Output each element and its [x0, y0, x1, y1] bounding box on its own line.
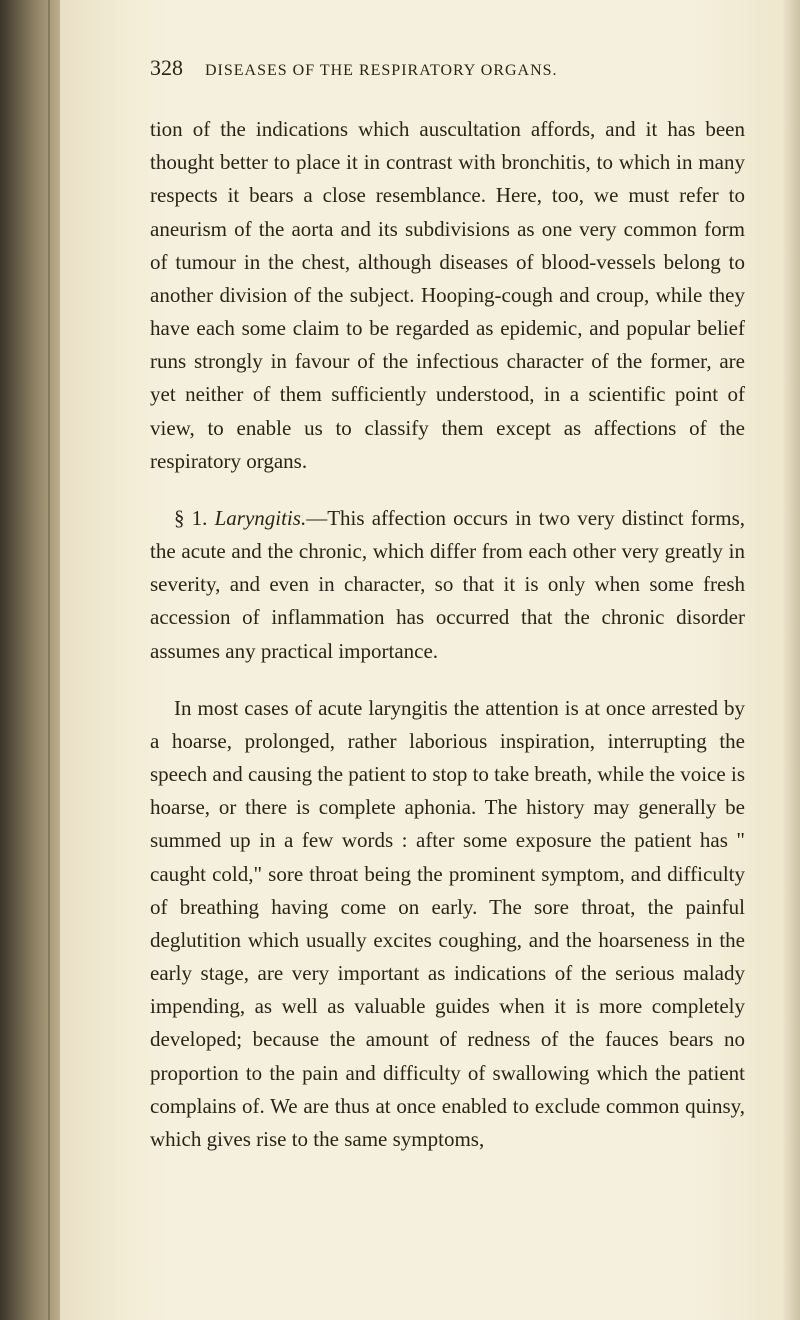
page-edge-foxing	[782, 0, 800, 1320]
paragraph-continuation: tion of the indications which auscultati…	[150, 113, 745, 478]
page-number: 328	[150, 55, 183, 81]
section-paragraph: § 1. Laryngitis.—This affection occurs i…	[150, 502, 745, 668]
book-binding-line	[48, 0, 50, 1320]
section-marker: § 1.	[174, 506, 215, 530]
page-content-area: 328 DISEASES OF THE RESPIRATORY ORGANS. …	[60, 0, 800, 1320]
running-header: DISEASES OF THE RESPIRATORY ORGANS.	[205, 62, 558, 80]
section-title-italic: Laryngitis.	[215, 506, 307, 530]
page-header: 328 DISEASES OF THE RESPIRATORY ORGANS.	[150, 55, 745, 81]
book-binding-shadow	[0, 0, 65, 1320]
body-paragraph: In most cases of acute laryngitis the at…	[150, 692, 745, 1156]
